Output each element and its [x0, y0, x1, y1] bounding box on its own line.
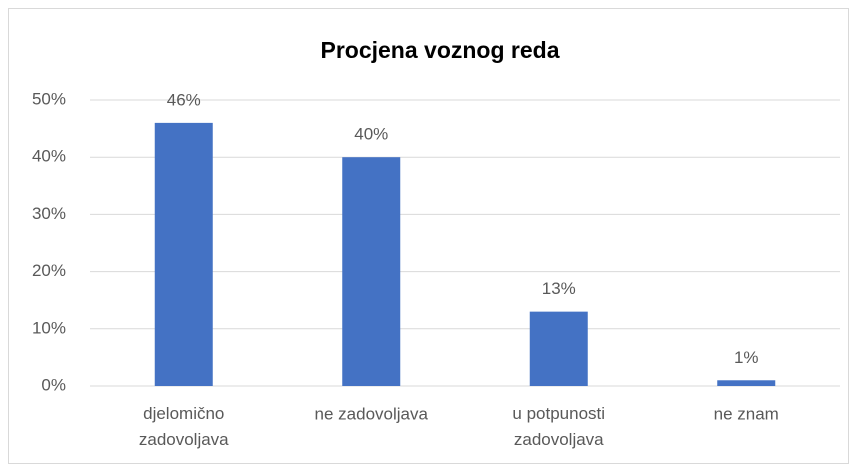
y-tick-label: 10% [32, 318, 66, 337]
chart-border [8, 8, 849, 464]
y-tick-label: 20% [32, 261, 66, 280]
y-tick-label: 30% [32, 204, 66, 223]
bar [717, 380, 776, 386]
bar [342, 157, 401, 386]
y-tick-label: 50% [32, 89, 66, 108]
bar [154, 122, 213, 386]
y-tick-label: 0% [41, 375, 66, 394]
y-tick-label: 40% [32, 147, 66, 166]
x-tick-label: ne znam [714, 404, 779, 423]
data-label: 1% [734, 348, 759, 367]
data-label: 46% [167, 90, 201, 109]
chart-title: Procjena voznog reda [320, 37, 559, 63]
bar [529, 311, 588, 386]
x-tick-label: u potpunosti zadovoljava [512, 404, 605, 449]
x-tick-label: djelomično zadovoljava [139, 404, 229, 449]
data-label: 40% [354, 125, 388, 144]
x-tick-label: ne zadovoljava [315, 404, 429, 423]
data-label: 13% [542, 279, 576, 298]
